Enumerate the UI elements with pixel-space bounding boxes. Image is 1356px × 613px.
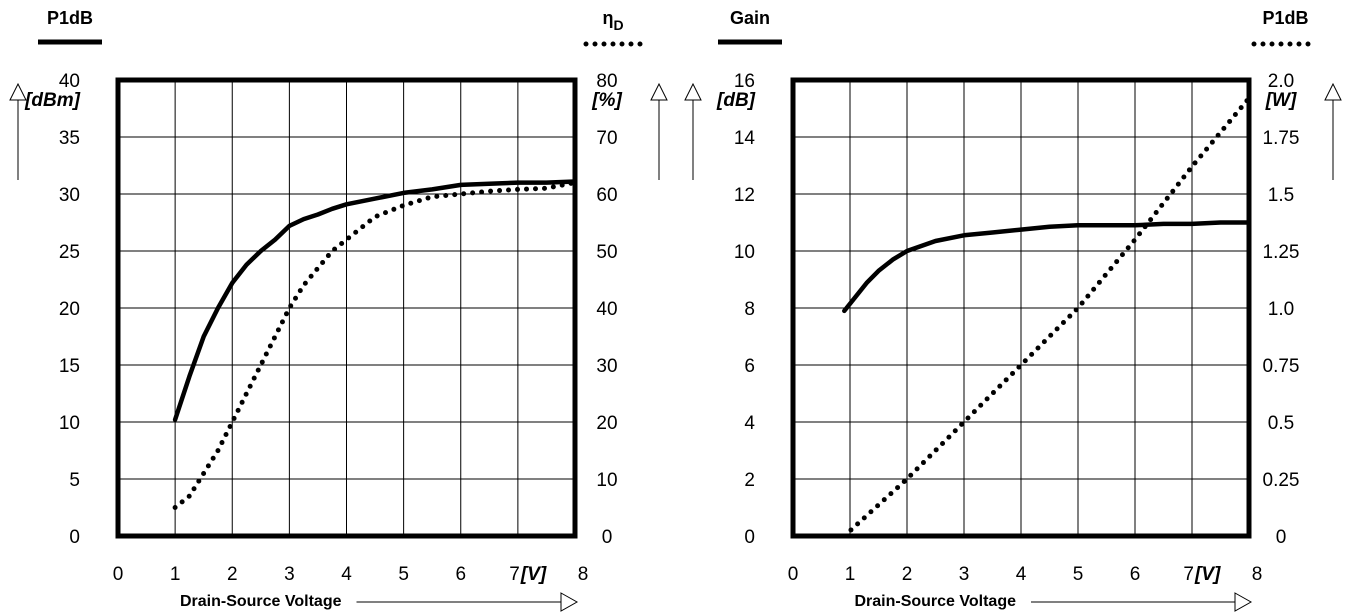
legend-right-label: ηD	[602, 8, 623, 33]
y-left-tick-label: 0	[69, 527, 80, 548]
x-axis-title: Drain-Source Voltage	[854, 593, 1016, 610]
legend-right-label-sub: D	[613, 17, 623, 33]
y-right-arrow-icon	[1324, 82, 1342, 180]
y-left-tick-label: 8	[744, 299, 755, 320]
y-right-tick-label: 1.25	[1263, 242, 1300, 263]
x-tick-label: 5	[1073, 564, 1084, 585]
x-tick-label: 7	[509, 564, 520, 585]
y-left-tick-label: 16	[734, 71, 755, 92]
chart-2: 0 1 2 3 4 5 6 7 8[V]Drain-Source Voltage02468101…	[684, 8, 1342, 612]
y-right-tick-label: 50	[596, 242, 617, 263]
y-left-tick-label: 25	[59, 242, 80, 263]
y-right-tick-label: 80	[596, 71, 617, 92]
y-left-tick-label: 6	[744, 356, 755, 377]
y-right-tick-label: 2.0	[1268, 71, 1294, 92]
y-left-tick-label: 30	[59, 185, 80, 206]
y-right-unit-label: [W]	[1265, 90, 1297, 111]
x-axis-arrow-icon	[1031, 592, 1253, 612]
y-left-tick-label: 40	[59, 71, 80, 92]
y-left-tick-label: 4	[744, 413, 755, 434]
y-right-tick-label: 0	[1276, 527, 1287, 548]
x-tick-label: 2	[902, 564, 913, 585]
series-line--d	[172, 180, 578, 510]
x-tick-label: 1	[170, 564, 181, 585]
y-left-tick-label: 12	[734, 185, 755, 206]
x-tick-label: 1	[845, 564, 856, 585]
x-tick-label: 3	[959, 564, 970, 585]
series-line-p1db	[172, 179, 578, 422]
x-tick-label: 7	[1183, 564, 1194, 585]
plot-frame	[115, 77, 578, 539]
legend-right-label: P1dB	[1262, 8, 1308, 28]
y-right-tick-label: 0.5	[1268, 413, 1294, 434]
x-tick-label: 8	[1252, 564, 1263, 585]
y-right-tick-label: 0.75	[1263, 356, 1300, 377]
x-axis-arrow-icon	[356, 592, 579, 612]
y-left-unit-label: [dB]	[716, 90, 756, 111]
x-tick-label: 4	[1016, 564, 1027, 585]
y-left-tick-label: 15	[59, 356, 80, 377]
x-tick-label: 0	[788, 564, 799, 585]
series-line-p1db	[841, 95, 1252, 539]
x-tick-label: 6	[455, 564, 466, 585]
legend-left-label: P1dB	[47, 8, 93, 28]
series-line-gain	[842, 220, 1252, 314]
y-right-unit-label: [%]	[591, 90, 622, 111]
x-tick-label: 5	[398, 564, 409, 585]
x-tick-label: 6	[1130, 564, 1141, 585]
x-tick-label: 8	[578, 564, 589, 585]
x-unit-label: [V]	[520, 564, 547, 585]
x-tick-label: 0	[113, 564, 124, 585]
y-right-tick-label: 20	[596, 413, 617, 434]
chart-1: 0 1 2 3 4 5 6 7 8 [V] Drain-Source Voltage 0 5 10 15 20…	[9, 8, 668, 612]
y-left-tick-label: 2	[744, 470, 755, 491]
y-left-tick-label: 0	[744, 527, 755, 548]
y-left-tick-label: 10	[734, 242, 755, 263]
x-tick-label: 2	[227, 564, 238, 585]
x-tick-label: 3	[284, 564, 295, 585]
y-right-tick-label: 60	[596, 185, 617, 206]
y-right-tick-label: 0	[602, 527, 613, 548]
y-right-tick-label: 30	[596, 356, 617, 377]
y-right-tick-label: 10	[596, 470, 617, 491]
x-tick-label: 4	[341, 564, 352, 585]
y-left-tick-label: 35	[59, 128, 80, 149]
y-right-tick-label: 1.0	[1268, 299, 1294, 320]
y-right-arrow-icon	[650, 82, 668, 180]
y-left-arrow-icon	[9, 82, 27, 180]
y-left-unit-label: [dBm]	[24, 90, 81, 111]
y-right-tick-label: 70	[596, 128, 617, 149]
x-axis-title: Drain-Source Voltage	[180, 593, 342, 610]
y-left-tick-label: 20	[59, 299, 80, 320]
legend-right-label-main: η	[602, 8, 613, 28]
legend-left-label: Gain	[730, 8, 770, 28]
y-left-tick-label: 5	[69, 470, 80, 491]
y-right-tick-label: 1.75	[1263, 128, 1300, 149]
x-unit-label: [V]	[1194, 564, 1221, 585]
y-left-tick-label: 10	[59, 413, 80, 434]
y-right-tick-label: 1.5	[1268, 185, 1294, 206]
y-right-tick-label: 0.25	[1263, 470, 1300, 491]
y-right-tick-label: 40	[596, 299, 617, 320]
y-left-arrow-icon	[684, 82, 702, 180]
y-left-tick-label: 14	[734, 128, 756, 149]
plot-frame	[790, 77, 1252, 539]
